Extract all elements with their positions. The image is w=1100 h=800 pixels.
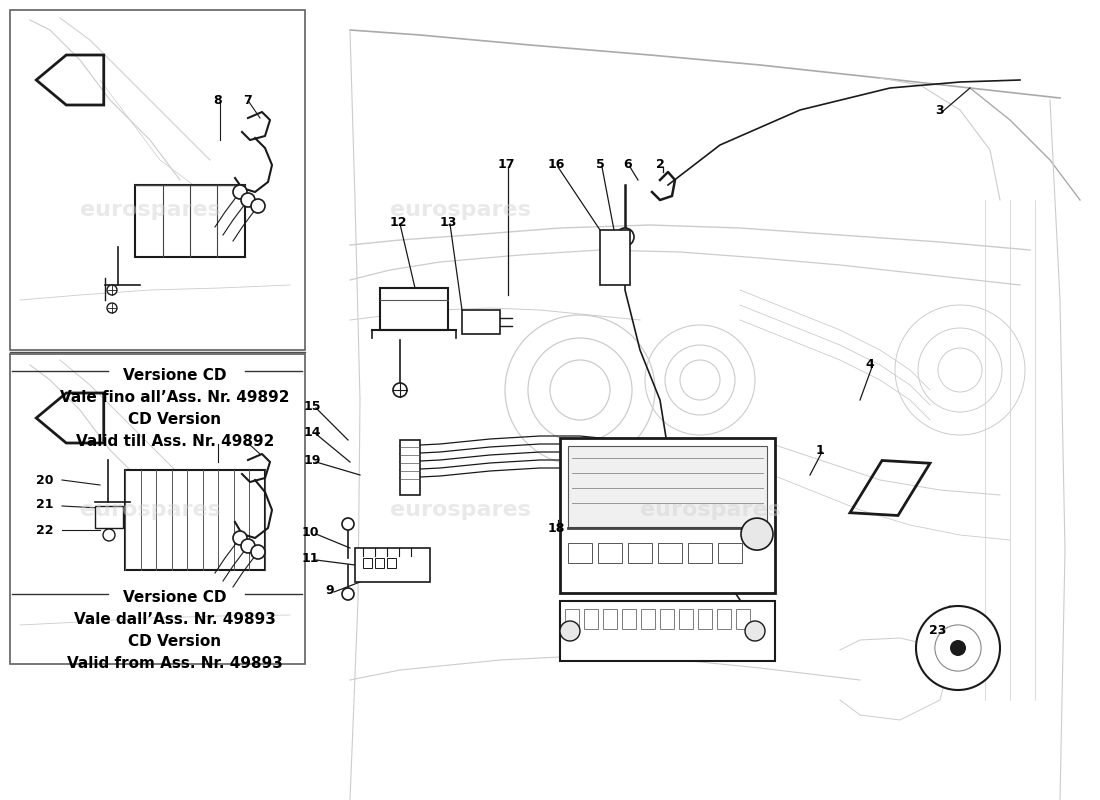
Text: 14: 14 — [304, 426, 321, 438]
Text: eurospares: eurospares — [639, 500, 780, 520]
Text: 11: 11 — [301, 551, 319, 565]
Text: Versione CD: Versione CD — [123, 367, 227, 382]
Circle shape — [560, 621, 580, 641]
Text: 5: 5 — [595, 158, 604, 171]
Bar — [736, 609, 750, 629]
Bar — [717, 609, 732, 629]
Text: 19: 19 — [304, 454, 321, 466]
Circle shape — [342, 518, 354, 530]
Text: CD Version: CD Version — [129, 411, 221, 426]
Bar — [560, 601, 775, 661]
Bar — [387, 558, 396, 568]
Text: 22: 22 — [36, 523, 54, 537]
Text: 1: 1 — [815, 443, 824, 457]
Text: 6: 6 — [624, 158, 632, 171]
Bar — [568, 446, 767, 526]
Bar — [560, 438, 775, 593]
Circle shape — [916, 606, 1000, 690]
Bar — [660, 609, 674, 629]
Text: 15: 15 — [304, 399, 321, 413]
Circle shape — [745, 621, 764, 641]
Circle shape — [950, 640, 966, 656]
Circle shape — [251, 199, 265, 213]
Bar — [641, 609, 654, 629]
Circle shape — [107, 285, 117, 295]
Bar — [688, 543, 712, 563]
Text: eurospares: eurospares — [79, 200, 220, 220]
Bar — [462, 310, 501, 334]
Circle shape — [241, 193, 255, 207]
Text: 9: 9 — [326, 583, 334, 597]
Text: eurospares: eurospares — [79, 500, 220, 520]
Circle shape — [233, 531, 248, 545]
Text: 4: 4 — [866, 358, 874, 371]
Circle shape — [241, 539, 255, 553]
Bar — [698, 609, 712, 629]
Bar — [621, 609, 636, 629]
Text: Valid till Ass. Nr. 49892: Valid till Ass. Nr. 49892 — [76, 434, 274, 449]
Bar — [379, 288, 448, 330]
Bar — [600, 230, 630, 285]
Circle shape — [251, 545, 265, 559]
Text: 16: 16 — [548, 158, 564, 171]
Bar — [400, 440, 420, 495]
Bar — [718, 543, 743, 563]
Bar — [355, 548, 430, 582]
Text: 21: 21 — [36, 498, 54, 511]
Text: CD Version: CD Version — [129, 634, 221, 650]
Bar — [584, 609, 598, 629]
Text: Valid from Ass. Nr. 49893: Valid from Ass. Nr. 49893 — [67, 657, 283, 671]
Bar — [95, 506, 123, 528]
Bar — [363, 558, 372, 568]
Bar — [375, 558, 384, 568]
Circle shape — [741, 518, 773, 550]
Text: eurospares: eurospares — [389, 500, 530, 520]
Text: 17: 17 — [497, 158, 515, 171]
Text: 13: 13 — [439, 215, 456, 229]
Text: 10: 10 — [301, 526, 319, 538]
Bar — [658, 543, 682, 563]
Circle shape — [107, 303, 117, 313]
Text: 18: 18 — [548, 522, 564, 534]
Bar — [628, 543, 652, 563]
Text: Vale dall’Ass. Nr. 49893: Vale dall’Ass. Nr. 49893 — [74, 613, 276, 627]
Bar — [565, 609, 579, 629]
Text: eurospares: eurospares — [389, 200, 530, 220]
Bar — [679, 609, 693, 629]
Text: 8: 8 — [213, 94, 222, 106]
Text: 7: 7 — [243, 94, 252, 106]
Text: 2: 2 — [656, 158, 664, 171]
Text: Vale fino all’Ass. Nr. 49892: Vale fino all’Ass. Nr. 49892 — [60, 390, 289, 405]
Circle shape — [393, 383, 407, 397]
Text: 20: 20 — [36, 474, 54, 486]
Text: 23: 23 — [930, 623, 947, 637]
Text: 3: 3 — [936, 103, 944, 117]
Bar — [603, 609, 617, 629]
Bar — [568, 543, 592, 563]
Text: 12: 12 — [389, 215, 407, 229]
Bar — [10, 354, 305, 664]
Bar — [10, 10, 305, 350]
Circle shape — [103, 529, 116, 541]
Bar — [598, 543, 622, 563]
Circle shape — [233, 185, 248, 199]
Text: Versione CD: Versione CD — [123, 590, 227, 606]
Bar — [135, 185, 245, 257]
Bar — [125, 470, 265, 570]
Circle shape — [342, 588, 354, 600]
Circle shape — [616, 228, 634, 246]
